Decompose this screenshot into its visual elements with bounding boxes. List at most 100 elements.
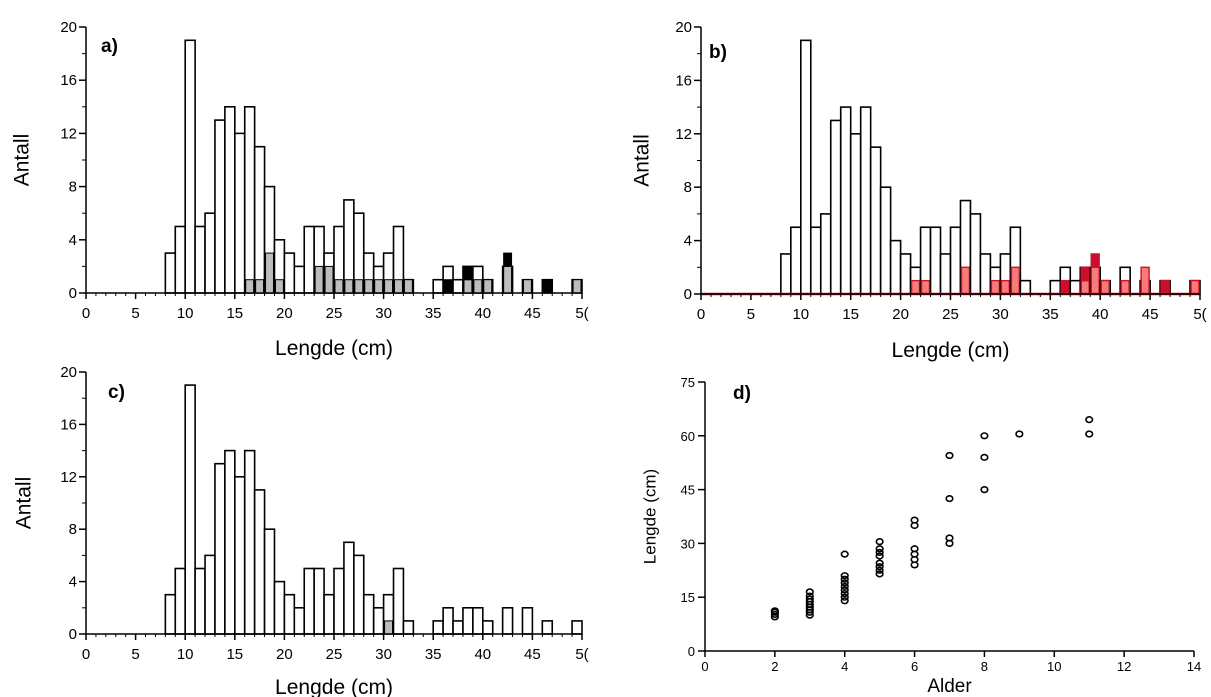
panel-label: b) bbox=[709, 42, 727, 63]
scatter-point bbox=[910, 516, 919, 524]
histogram-subbar bbox=[1160, 279, 1170, 295]
y-axis-label: Antall bbox=[11, 134, 34, 187]
histogram-subbar bbox=[1010, 266, 1021, 295]
scatter-point bbox=[1015, 430, 1024, 438]
histogram-bar bbox=[362, 593, 375, 635]
histogram-subbar bbox=[384, 620, 394, 635]
y-tick-label: 12 bbox=[60, 125, 77, 142]
histogram-bar bbox=[929, 226, 942, 295]
histogram-bar bbox=[224, 449, 236, 635]
histogram-bar bbox=[323, 593, 335, 635]
histogram-subbar bbox=[314, 265, 324, 294]
y-tick-label: 60 bbox=[681, 429, 695, 444]
histogram-bar bbox=[442, 606, 454, 635]
x-tick-label: 30 bbox=[375, 646, 392, 663]
histogram-bar bbox=[253, 489, 266, 635]
histogram-subbar bbox=[334, 279, 344, 294]
y-tick-label: 0 bbox=[69, 626, 77, 643]
histogram-subbar bbox=[572, 279, 582, 294]
scatter-point bbox=[840, 550, 849, 558]
histogram-bar bbox=[452, 278, 464, 294]
x-tick-label: 5 bbox=[131, 305, 139, 322]
histogram-bar bbox=[849, 133, 862, 295]
panel-label: c) bbox=[108, 382, 125, 403]
y-tick-label: 4 bbox=[69, 232, 77, 249]
histogram-subbar bbox=[1090, 266, 1100, 295]
histogram-subbar bbox=[1090, 253, 1100, 268]
histogram-bar bbox=[184, 384, 196, 635]
histogram-subbar bbox=[483, 279, 493, 294]
histogram-bar bbox=[949, 226, 962, 295]
x-tick-label: 5 bbox=[131, 646, 139, 663]
x-tick-label: 6 bbox=[911, 659, 918, 674]
x-tick-label: 10 bbox=[792, 306, 809, 323]
x-axis-label: Lengde (cm) bbox=[275, 676, 393, 697]
histogram-subbar bbox=[1100, 279, 1110, 295]
y-tick-label: 8 bbox=[69, 521, 77, 538]
histogram-bar bbox=[462, 606, 474, 635]
scatter-point bbox=[945, 494, 954, 503]
histogram-subbar bbox=[542, 279, 552, 294]
histogram-subbar bbox=[910, 279, 921, 295]
x-tick-label: 0 bbox=[82, 646, 90, 663]
y-axis-label: Lengde (cm) bbox=[641, 469, 660, 564]
panel-label: d) bbox=[733, 383, 751, 404]
x-tick-label: 45 bbox=[524, 646, 541, 663]
histogram-bar bbox=[392, 567, 405, 635]
y-tick-label: 45 bbox=[681, 483, 695, 498]
histogram-bar bbox=[979, 253, 992, 295]
x-tick-label: 8 bbox=[981, 659, 988, 674]
histogram-subbar bbox=[1140, 266, 1150, 295]
x-tick-label: 25 bbox=[326, 305, 343, 322]
x-tick-label: 0 bbox=[82, 305, 90, 322]
scatter-point bbox=[1085, 430, 1094, 438]
x-tick-label: 40 bbox=[474, 646, 491, 663]
histogram-bar bbox=[273, 580, 286, 635]
y-tick-label: 16 bbox=[675, 72, 692, 89]
histogram-bar bbox=[969, 213, 982, 295]
histogram-bar bbox=[501, 606, 514, 635]
histogram-bar bbox=[214, 462, 226, 635]
y-axis-label: Antall bbox=[13, 477, 36, 530]
y-tick-label: 30 bbox=[681, 536, 695, 551]
x-tick-label: 20 bbox=[892, 306, 909, 323]
y-tick-label: 20 bbox=[60, 364, 77, 381]
x-tick-label: 5 bbox=[747, 306, 755, 323]
histogram-bar bbox=[263, 528, 276, 635]
scatter-point bbox=[945, 534, 954, 542]
histogram-bar bbox=[372, 606, 385, 635]
x-tick-label: 40 bbox=[474, 305, 491, 322]
histogram-subbar bbox=[245, 279, 255, 294]
histogram-bar bbox=[521, 606, 534, 635]
scatter-point bbox=[875, 545, 884, 553]
histogram-bar bbox=[343, 541, 355, 635]
histogram-subbar bbox=[1080, 279, 1090, 295]
scatter-point bbox=[805, 595, 814, 603]
histogram-bar bbox=[164, 593, 177, 635]
histogram-subbar bbox=[443, 279, 453, 294]
x-axis-label: Lengde (cm) bbox=[892, 339, 1010, 362]
x-tick-label: 5( bbox=[1193, 306, 1206, 323]
panel-label: a) bbox=[101, 36, 118, 57]
histogram-bar bbox=[1019, 279, 1032, 295]
histogram-bar bbox=[343, 199, 355, 294]
x-tick-label: 10 bbox=[1047, 659, 1061, 674]
histogram-bar bbox=[204, 554, 216, 635]
histogram-subbar bbox=[265, 252, 274, 294]
histogram-subbar bbox=[1000, 279, 1011, 295]
histogram-bar bbox=[333, 567, 345, 635]
histogram-bar bbox=[204, 212, 216, 294]
histogram-bar bbox=[939, 253, 952, 295]
y-tick-label: 20 bbox=[60, 19, 77, 36]
histogram-bar bbox=[283, 252, 296, 294]
x-tick-label: 35 bbox=[425, 305, 442, 322]
x-tick-label: 0 bbox=[701, 659, 708, 674]
histogram-bar bbox=[353, 554, 365, 635]
x-tick-label: 0 bbox=[697, 306, 705, 323]
histogram-bar bbox=[194, 567, 206, 635]
histogram-subbar bbox=[274, 279, 284, 294]
histogram-subbar bbox=[384, 279, 394, 294]
histogram-bar bbox=[293, 265, 306, 294]
histogram-bar bbox=[432, 278, 444, 294]
histogram-bar bbox=[174, 567, 186, 635]
